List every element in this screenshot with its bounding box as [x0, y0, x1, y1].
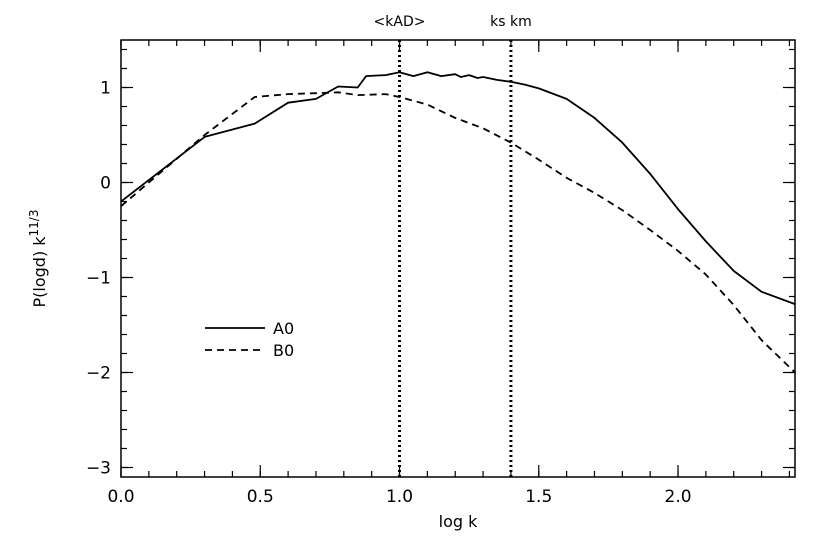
minor-ticks	[120, 40, 795, 477]
x-tick-label: 0.5	[247, 487, 274, 507]
y-tick-label: −1	[86, 269, 111, 289]
major-ticks	[120, 40, 795, 477]
series-line-B0	[120, 91, 796, 374]
y-tick-label: −3	[86, 459, 111, 479]
y-axis-title: P(logd) k11/3	[27, 210, 49, 308]
reference-line-label: ks km	[490, 14, 532, 30]
reference-lines: <kAD> ks km	[374, 14, 532, 477]
series-line-A0	[120, 71, 796, 305]
y-tick-label: −2	[86, 364, 111, 384]
x-tick-label: 1.5	[525, 487, 552, 507]
y-axis-title-main: P(logd) k	[30, 236, 49, 308]
y-tick-label: 1	[100, 79, 111, 99]
legend-label: B0	[273, 341, 294, 360]
reference-line-label: <kAD>	[374, 14, 426, 30]
series-lines	[120, 71, 796, 374]
x-tick-label: 2.0	[665, 487, 692, 507]
tick-labels: 0.0 0.5 1.0 1.5 2.0 −3 −2 −1 0 1	[86, 79, 692, 508]
y-tick-label: 0	[100, 174, 111, 194]
x-tick-label: 0.0	[107, 487, 134, 507]
plot-frame	[120, 39, 796, 478]
y-axis-title-superscript: 11/3	[27, 210, 41, 237]
x-tick-label: 1.0	[386, 487, 413, 507]
legend-label: A0	[273, 319, 294, 338]
x-axis-title: log k	[439, 512, 478, 531]
